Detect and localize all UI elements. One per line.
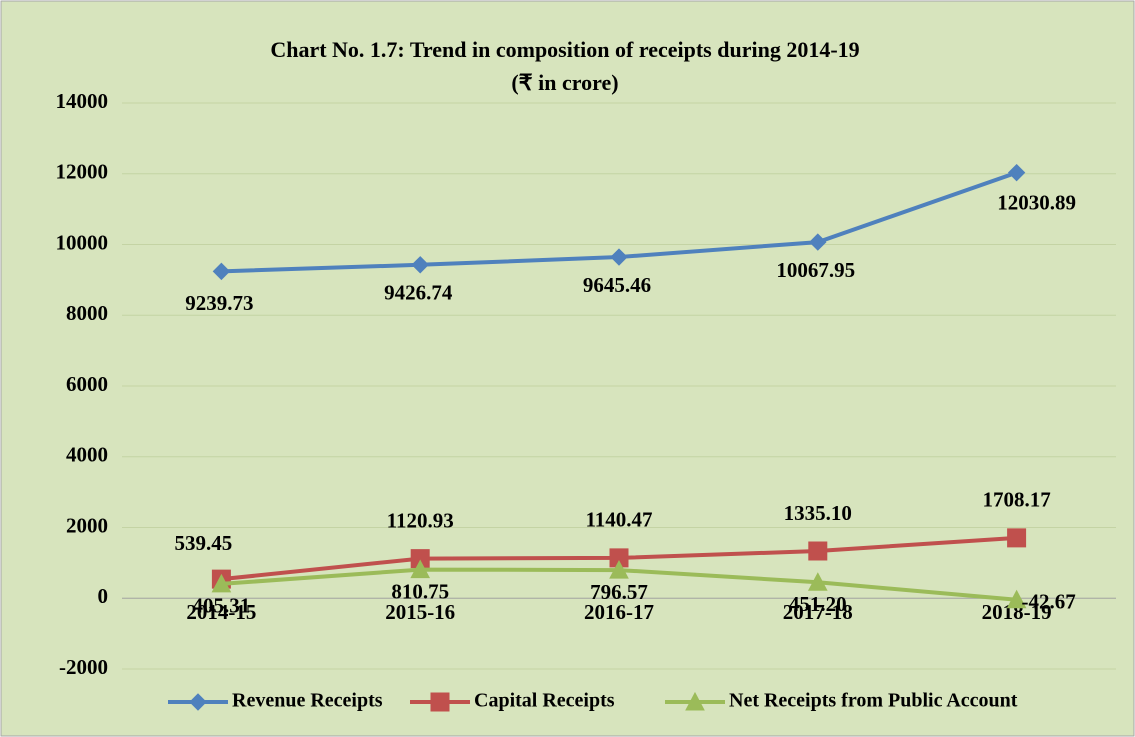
data-point — [212, 262, 231, 281]
y-tick-label: 6000 — [66, 372, 108, 396]
data-point — [609, 548, 629, 568]
data-point — [809, 233, 827, 251]
y-tick-label: 8000 — [66, 301, 108, 325]
data-label: 9645.46 — [583, 273, 651, 297]
chart-title: Chart No. 1.7: Trend in composition of r… — [270, 37, 859, 62]
data-label: 796.57 — [590, 580, 648, 604]
legend-label: Revenue Receipts — [232, 690, 383, 712]
legend-marker — [685, 691, 705, 711]
legend-marker — [189, 693, 207, 711]
data-label: 10067.95 — [776, 258, 855, 282]
data-label: 451.20 — [789, 592, 847, 616]
data-point — [1006, 589, 1027, 609]
data-label: 405.31 — [193, 594, 251, 618]
chart-subtitle: (₹ in crore) — [511, 70, 618, 95]
y-tick-label: 10000 — [56, 230, 109, 254]
data-point — [1007, 163, 1026, 182]
y-tick-label: 2000 — [66, 513, 108, 537]
data-label: 1120.93 — [387, 508, 454, 532]
y-tick-label: 4000 — [66, 443, 108, 467]
data-label: 12030.89 — [997, 190, 1076, 214]
data-point — [410, 559, 431, 579]
y-tick-label: 14000 — [56, 89, 109, 113]
data-label: 1708.17 — [982, 488, 1050, 512]
x-tick-label: 2017-18 — [783, 600, 853, 624]
y-tick-label: 0 — [98, 584, 109, 608]
x-tick-label: 2015-16 — [385, 600, 455, 624]
x-tick-label: 2016-17 — [584, 600, 654, 624]
legend-label: Net Receipts from Public Account — [729, 690, 1018, 712]
data-point — [808, 541, 828, 561]
legend-label: Capital Receipts — [474, 690, 615, 712]
data-label: 1140.47 — [585, 508, 652, 532]
data-label: 539.45 — [175, 531, 233, 555]
data-label: 810.75 — [391, 579, 449, 603]
data-point — [807, 572, 828, 591]
data-label: 9426.74 — [384, 281, 453, 305]
data-point — [411, 256, 429, 274]
data-label: 1335.10 — [784, 501, 852, 525]
data-label: -42.67 — [1021, 590, 1075, 614]
data-point — [211, 573, 232, 593]
data-point — [610, 248, 628, 266]
data-point — [609, 560, 629, 579]
x-tick-label: 2014-15 — [186, 600, 256, 624]
y-tick-label: -2000 — [59, 655, 108, 679]
legend-marker — [430, 692, 450, 712]
y-tick-label: 12000 — [56, 160, 109, 184]
data-label: 9239.73 — [185, 291, 253, 315]
data-point — [1007, 528, 1027, 548]
